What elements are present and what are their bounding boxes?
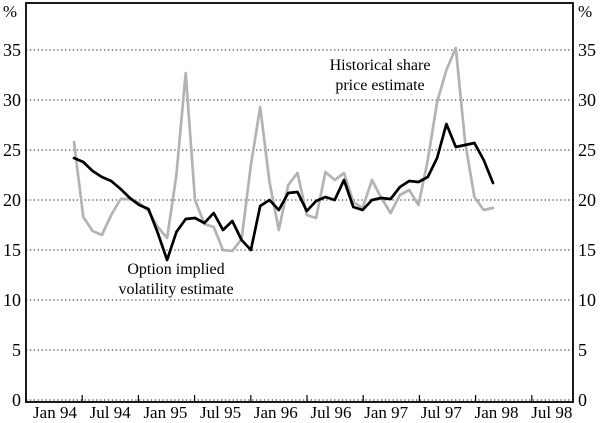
x-axis-label: Jan 96 [254,403,298,422]
y-axis-label-left: 15 [3,240,21,260]
x-axis-label: Jan 97 [364,403,408,422]
annotation-line: price estimate [335,77,425,94]
x-axis-label: Jan 94 [33,403,77,422]
y-axis-label-left: 10 [3,290,21,310]
y-axis-label-right: 15 [578,240,596,260]
y-axis-label-left: 25 [3,140,21,160]
x-axis-label: Jul 97 [421,403,463,422]
historical-series-label: Historical share price estimate [330,56,431,96]
x-axis-label: Jan 98 [475,403,519,422]
y-axis-label-left: 0 [12,390,21,410]
y-axis-label-left: 20 [3,190,21,210]
y-axis-label-right: 20 [578,190,596,210]
annotation-line: volatility estimate [118,281,234,298]
annotation-line: Historical share [329,57,431,74]
percent-symbol-right: % [578,2,592,21]
option-implied-series-label: Option implied volatility estimate [118,260,233,300]
x-axis-label: Jul 98 [531,403,572,422]
y-axis-label-left: 5 [12,340,21,360]
option-implied-series-line [72,122,495,262]
annotation-line: Option implied [127,261,225,278]
x-axis-label: Jul 94 [90,403,132,422]
x-axis-label: Jul 96 [310,403,351,422]
y-axis-label-left: 35 [3,40,21,60]
y-axis-label-right: 25 [578,140,596,160]
x-axis-label: Jan 95 [143,403,187,422]
plot-frame [25,2,574,403]
percent-symbol-left: % [3,2,17,21]
y-axis-label-right: 0 [578,390,587,410]
y-axis-label-right: 10 [578,290,596,310]
y-axis-label-right: 5 [578,340,587,360]
y-axis-label-left: 30 [3,90,21,110]
y-axis-label-right: 30 [578,90,596,110]
x-axis-label: Jul 95 [200,403,241,422]
y-axis-label-right: 35 [578,40,596,60]
